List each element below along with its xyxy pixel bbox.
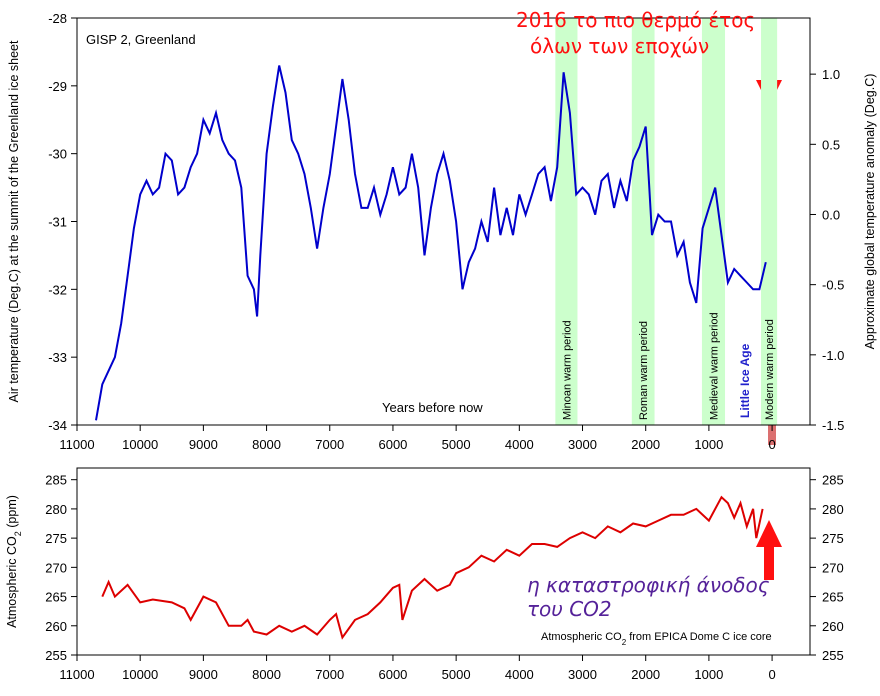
y2-tick-label: -1.0 (822, 348, 844, 363)
y-tick-label: 260 (45, 619, 67, 634)
annotation: 2016 το πιο θερμό έτος (516, 8, 755, 32)
chart-title: GISP 2, Greenland (86, 32, 196, 47)
period-label: Medieval warm period (708, 312, 720, 420)
little-ice-age: Little Ice Age (738, 343, 752, 418)
y-tick-label: 255 (45, 648, 67, 663)
modern-marker (768, 425, 776, 445)
y-tick-label: -34 (48, 418, 67, 433)
x-tick-label: 9000 (189, 437, 218, 452)
x-tick-label: 4000 (505, 437, 534, 452)
y-tick-label: 285 (45, 473, 67, 488)
period-label: Minoan warm period (561, 320, 573, 420)
x-tick-label: 4000 (505, 667, 534, 682)
y-tick-label-right: 275 (822, 531, 844, 546)
y-tick-label: -29 (48, 79, 67, 94)
x-tick-label: 6000 (378, 437, 407, 452)
y2-tick-label: -1.5 (822, 418, 844, 433)
data-line (95, 65, 767, 421)
x-tick-label: 7000 (315, 437, 344, 452)
y-tick-label: -31 (48, 215, 67, 230)
x-tick-label: 2000 (631, 667, 660, 682)
y-tick-label: -30 (48, 147, 67, 162)
x-tick-label: 6000 (378, 667, 407, 682)
y-tick-label-right: 270 (822, 560, 844, 575)
y-tick-label-right: 260 (822, 619, 844, 634)
y2-tick-label: -0.5 (822, 278, 844, 293)
period-label: Roman warm period (638, 321, 650, 420)
y-tick-label-right: 280 (822, 502, 844, 517)
y2-tick-label: 0.0 (822, 207, 840, 222)
y2-tick-label: 0.5 (822, 137, 840, 152)
x-axis-label: Years before now (382, 400, 483, 415)
period-label: Modern warm period (764, 319, 776, 420)
x-tick-label: 9000 (189, 667, 218, 682)
x-tick-label: 10000 (122, 667, 158, 682)
x-tick-label: 11000 (59, 437, 94, 452)
y-tick-label: 270 (45, 560, 67, 575)
y-axis-label: Air temperature (Deg.C) at the summit of… (7, 40, 21, 402)
y-tick-label: -33 (48, 350, 67, 365)
source-part: from EPICA Dome C ice core (626, 631, 772, 643)
y-tick-label: -32 (48, 282, 67, 297)
y-axis-label: Atmospheric CO2 (ppm) (5, 495, 23, 628)
x-tick-label: 1000 (694, 437, 723, 452)
source-note: Atmospheric CO2 from EPICA Dome C ice co… (541, 631, 772, 647)
x-tick-label: 5000 (442, 437, 471, 452)
warm-period (761, 18, 778, 425)
x-tick-label: 10000 (122, 437, 158, 452)
arrow-up (756, 520, 782, 580)
x-tick-label: 7000 (315, 667, 344, 682)
x-tick-label: 3000 (568, 667, 597, 682)
x-tick-label: 1000 (694, 667, 723, 682)
data-line (101, 495, 764, 640)
annotation: του CO2 (527, 597, 612, 621)
source-part: Atmospheric CO (541, 631, 622, 643)
x-tick-label: 8000 (252, 437, 281, 452)
source-part: 2 (622, 638, 627, 647)
y2-tick-label: 1.0 (822, 67, 840, 82)
y-tick-label-right: 265 (822, 590, 844, 605)
y-tick-label: -28 (48, 11, 67, 26)
annotation: όλων των εποχών (530, 34, 709, 58)
y-tick-label: 275 (45, 531, 67, 546)
x-tick-label: 2000 (631, 437, 660, 452)
y2-axis-label: Approximate global temperature anomaly (… (863, 74, 877, 350)
y-axis-label-part: Atmospheric CO (5, 536, 19, 628)
y-axis-label-part: 2 (13, 531, 23, 536)
x-tick-label: 11000 (59, 667, 94, 682)
annotation: η καταστροφική άνοδος (527, 573, 770, 597)
warm-period (631, 18, 655, 425)
warm-period (701, 18, 726, 425)
x-tick-label: 0 (768, 437, 775, 452)
x-tick-label: 8000 (252, 667, 281, 682)
x-tick-label: 5000 (442, 667, 471, 682)
y-tick-label: 280 (45, 502, 67, 517)
plot-frame (76, 467, 811, 656)
y-axis-label-part: (ppm) (5, 495, 19, 531)
y-tick-label-right: 255 (822, 648, 844, 663)
y-tick-label: 265 (45, 590, 67, 605)
x-tick-label: 3000 (568, 437, 597, 452)
x-tick-label: 0 (768, 667, 775, 682)
y-tick-label-right: 285 (822, 473, 844, 488)
plot-frame (76, 17, 811, 426)
